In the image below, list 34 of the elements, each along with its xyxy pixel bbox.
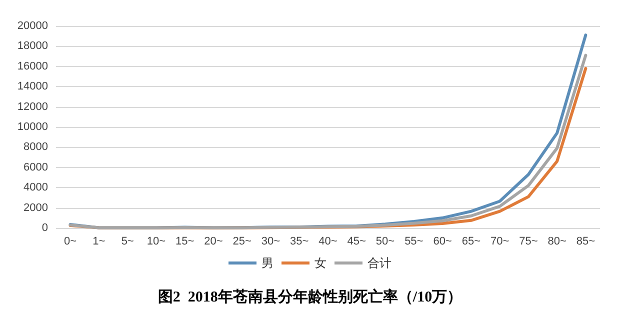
x-tick-label: 50~ <box>376 236 395 248</box>
y-tick-label: 10000 <box>17 121 48 133</box>
x-tick-label: 45~ <box>347 236 366 248</box>
y-tick-label: 8000 <box>24 141 48 154</box>
legend-label: 男 <box>262 256 274 270</box>
x-tick-label: 60~ <box>433 236 452 248</box>
x-tick-label: 65~ <box>462 236 480 248</box>
x-tick-label: 70~ <box>490 236 510 248</box>
y-tick-label: 6000 <box>24 161 48 174</box>
y-tick-label: 12000 <box>17 100 48 113</box>
legend-label: 合计 <box>368 256 392 270</box>
x-tick-label: 1~ <box>92 236 106 248</box>
y-tick-label: 20000 <box>17 20 48 32</box>
x-tick-label: 85~ <box>576 236 596 248</box>
x-tick-label: 15~ <box>176 236 194 248</box>
x-tick-label: 80~ <box>548 236 566 248</box>
x-tick-label: 0~ <box>64 236 77 248</box>
legend-label: 女 <box>314 256 326 270</box>
x-tick-label: 30~ <box>261 236 280 248</box>
x-tick-label: 5~ <box>121 236 134 248</box>
y-tick-label: 16000 <box>17 60 48 72</box>
y-tick-label: 2000 <box>24 202 48 214</box>
x-tick-label: 35~ <box>290 236 309 248</box>
x-tick-label: 40~ <box>318 236 338 248</box>
x-tick-label: 25~ <box>232 236 252 248</box>
text: 图2 2018年苍南县分年龄性别死亡率（/10万） <box>158 288 462 306</box>
x-tick-label: 20~ <box>204 236 223 248</box>
y-tick-label: 4000 <box>24 182 48 194</box>
y-tick-label: 18000 <box>17 40 48 52</box>
x-tick-label: 10~ <box>146 236 166 248</box>
x-tick-label: 55~ <box>404 236 424 248</box>
x-tick-label: 75~ <box>519 236 538 248</box>
y-tick-label: 14000 <box>17 80 48 93</box>
y-tick-label: 0 <box>42 222 48 234</box>
